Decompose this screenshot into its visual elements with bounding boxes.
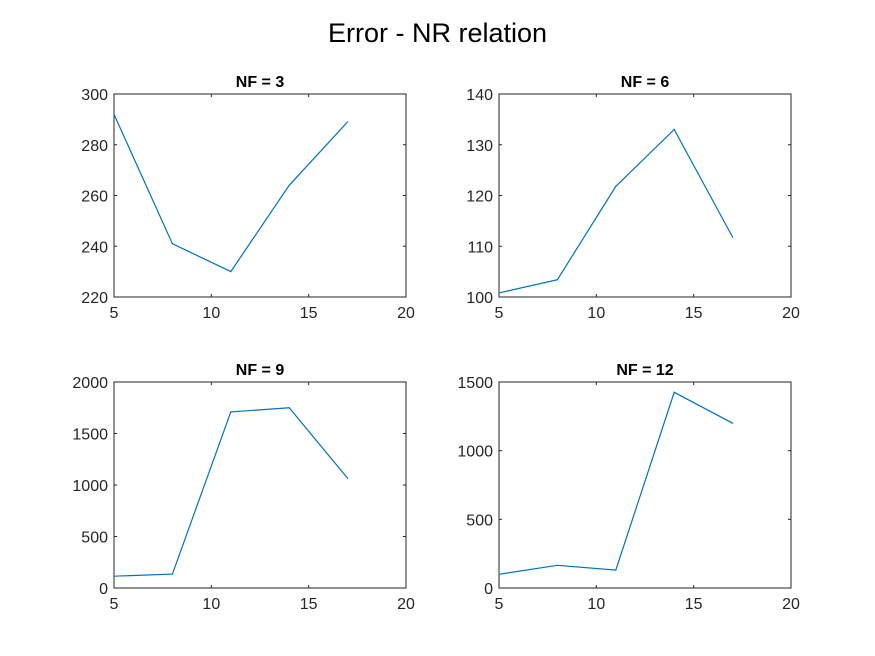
- y-tick-label: 2000: [72, 375, 108, 392]
- data-point: [498, 573, 500, 575]
- y-tick-label: 1000: [457, 444, 493, 461]
- y-tick-label: 260: [81, 189, 108, 206]
- data-point: [230, 271, 232, 273]
- x-tick-label: 10: [202, 596, 220, 613]
- x-tick-label: 20: [782, 305, 800, 322]
- data-point: [615, 569, 617, 571]
- figure-title: Error - NR relation: [327, 18, 548, 48]
- subplot-title: NF = 3: [236, 74, 285, 91]
- subplot-title: NF = 9: [236, 362, 285, 379]
- y-tick-label: 100: [466, 290, 493, 307]
- x-tick-label: 10: [587, 305, 605, 322]
- y-tick-label: 280: [81, 138, 108, 155]
- axes-box: [113, 381, 407, 589]
- y-tick-label: 300: [81, 87, 108, 104]
- x-tick-label: 15: [300, 596, 318, 613]
- y-tick-label: 0: [484, 581, 493, 598]
- y-tick-label: 130: [466, 138, 493, 155]
- data-point: [288, 407, 290, 409]
- data-point: [556, 564, 559, 566]
- y-tick-label: 1500: [72, 427, 108, 444]
- x-tick-label: 15: [685, 596, 703, 613]
- y-tick-label: 500: [466, 512, 493, 529]
- y-tick-label: 120: [466, 189, 493, 206]
- x-tick-label: 5: [110, 596, 119, 613]
- x-tick-label: 20: [397, 305, 415, 322]
- data-point: [113, 113, 115, 115]
- data-point: [171, 243, 173, 245]
- axes-box: [498, 381, 792, 589]
- data-point: [732, 236, 734, 238]
- y-tick-label: 220: [81, 290, 108, 307]
- y-tick-label: 110: [467, 239, 493, 256]
- subplot-title: NF = 6: [621, 74, 670, 91]
- subplot-title: NF = 12: [616, 362, 673, 379]
- data-point: [732, 422, 734, 424]
- x-tick-label: 15: [685, 305, 703, 322]
- x-tick-label: 5: [495, 596, 504, 613]
- y-tick-label: 1500: [457, 375, 493, 392]
- y-tick-label: 140: [466, 87, 493, 104]
- y-tick-label: 500: [81, 530, 108, 547]
- subplot-2: 5 10 15 20 100 110 120 130 140 NF = 6: [466, 74, 800, 322]
- axes-box: [113, 93, 407, 298]
- x-tick-label: 20: [397, 596, 415, 613]
- y-tick-label: 240: [81, 239, 108, 256]
- subplot-4: 5 10 15 20 0 500 1000 1500 NF = 12: [457, 362, 800, 613]
- x-tick-label: 15: [300, 305, 318, 322]
- data-point: [615, 185, 617, 187]
- data-point: [230, 411, 232, 413]
- x-tick-label: 20: [782, 596, 800, 613]
- y-tick-label: 0: [99, 581, 108, 598]
- axes-box: [498, 93, 792, 298]
- data-point: [673, 128, 675, 131]
- data-point: [171, 573, 173, 575]
- x-tick-label: 10: [587, 596, 605, 613]
- data-point: [288, 184, 290, 186]
- data-point: [113, 575, 115, 577]
- x-tick-label: 10: [202, 305, 220, 322]
- subplot-3: 5 10 15 20 0 500 1000 1500 2000 NF = 9: [72, 362, 415, 613]
- data-point: [498, 292, 500, 294]
- data-point: [673, 391, 675, 393]
- data-point: [347, 477, 349, 479]
- y-tick-label: 1000: [72, 478, 108, 495]
- data-point: [347, 121, 349, 123]
- data-point: [556, 279, 559, 281]
- x-tick-label: 5: [110, 305, 119, 322]
- subplot-1: 5 10 15 20 220 240 260 280 300 NF = 3: [81, 74, 415, 322]
- x-tick-label: 5: [495, 305, 504, 322]
